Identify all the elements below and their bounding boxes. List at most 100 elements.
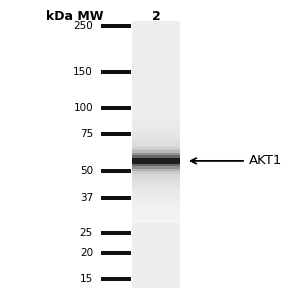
Text: AKT1: AKT1 bbox=[249, 154, 282, 167]
Bar bbox=[132, 91, 180, 92]
Bar bbox=[132, 198, 180, 199]
Bar bbox=[100, 169, 130, 172]
Bar bbox=[132, 237, 180, 238]
Bar bbox=[132, 108, 180, 109]
Bar bbox=[132, 180, 180, 181]
Bar bbox=[132, 122, 180, 123]
Bar bbox=[132, 142, 180, 143]
Bar bbox=[132, 202, 180, 203]
Bar bbox=[132, 86, 180, 87]
Bar bbox=[132, 141, 180, 142]
Bar bbox=[132, 259, 180, 260]
Bar bbox=[132, 236, 180, 237]
Bar bbox=[132, 54, 180, 55]
Bar bbox=[132, 147, 180, 174]
Bar bbox=[132, 139, 180, 140]
Bar bbox=[132, 169, 180, 170]
Bar bbox=[132, 97, 180, 98]
Bar bbox=[132, 116, 180, 117]
Bar bbox=[132, 79, 180, 80]
Bar bbox=[132, 171, 180, 172]
Bar bbox=[132, 271, 180, 272]
Bar bbox=[132, 199, 180, 200]
Bar bbox=[132, 137, 180, 138]
Bar bbox=[132, 39, 180, 40]
Bar bbox=[132, 155, 180, 166]
Bar bbox=[132, 213, 180, 214]
Bar bbox=[132, 267, 180, 268]
Bar bbox=[132, 189, 180, 190]
Bar bbox=[100, 132, 130, 136]
Bar bbox=[132, 31, 180, 32]
Bar bbox=[132, 74, 180, 75]
Bar bbox=[132, 96, 180, 97]
Bar bbox=[132, 154, 180, 155]
Bar bbox=[132, 23, 180, 24]
Bar bbox=[132, 279, 180, 280]
Bar bbox=[132, 111, 180, 112]
Bar bbox=[132, 44, 180, 45]
Bar bbox=[132, 88, 180, 89]
Bar bbox=[132, 133, 180, 134]
Bar bbox=[132, 183, 180, 184]
Bar bbox=[132, 252, 180, 253]
Bar bbox=[132, 197, 180, 198]
Bar bbox=[132, 50, 180, 51]
Bar bbox=[132, 224, 180, 225]
Bar bbox=[132, 135, 180, 136]
Text: kDa MW: kDa MW bbox=[46, 11, 104, 23]
Bar bbox=[132, 48, 180, 49]
Bar bbox=[132, 30, 180, 31]
Bar bbox=[132, 147, 180, 148]
Bar bbox=[132, 196, 180, 197]
Bar bbox=[132, 160, 180, 161]
Bar bbox=[132, 63, 180, 64]
Bar bbox=[132, 61, 180, 62]
Bar bbox=[132, 21, 180, 288]
Bar bbox=[132, 242, 180, 243]
Bar bbox=[132, 84, 180, 85]
Bar bbox=[132, 229, 180, 230]
Bar bbox=[132, 204, 180, 205]
Bar bbox=[132, 150, 180, 151]
Bar bbox=[132, 162, 180, 163]
Text: 250: 250 bbox=[73, 21, 93, 31]
Bar bbox=[132, 239, 180, 240]
Bar bbox=[132, 82, 180, 83]
Bar bbox=[132, 101, 180, 102]
Bar bbox=[132, 206, 180, 207]
Bar bbox=[132, 118, 180, 119]
Bar bbox=[132, 210, 180, 211]
Text: 75: 75 bbox=[80, 129, 93, 139]
Bar bbox=[132, 102, 180, 103]
Bar bbox=[132, 255, 180, 256]
Bar bbox=[132, 40, 180, 41]
Bar bbox=[132, 273, 180, 274]
Bar bbox=[132, 93, 180, 94]
Bar bbox=[132, 152, 180, 153]
Bar bbox=[132, 92, 180, 93]
Bar bbox=[132, 132, 180, 133]
Bar bbox=[132, 146, 180, 147]
Bar bbox=[132, 161, 180, 162]
Bar bbox=[132, 72, 180, 73]
Bar bbox=[132, 120, 180, 121]
Bar bbox=[132, 131, 180, 132]
Bar bbox=[132, 167, 180, 168]
Bar bbox=[132, 69, 180, 70]
Bar bbox=[132, 158, 180, 159]
Bar bbox=[132, 114, 180, 115]
Bar bbox=[132, 134, 180, 135]
Bar bbox=[132, 103, 180, 104]
Bar bbox=[132, 214, 180, 215]
Bar bbox=[132, 185, 180, 186]
Bar bbox=[132, 277, 180, 278]
Bar bbox=[132, 218, 180, 219]
Bar bbox=[132, 203, 180, 204]
Bar bbox=[132, 172, 180, 173]
Bar bbox=[132, 38, 180, 39]
Bar bbox=[132, 285, 180, 286]
Bar bbox=[132, 193, 180, 194]
Bar bbox=[132, 217, 180, 218]
Bar bbox=[132, 247, 180, 248]
